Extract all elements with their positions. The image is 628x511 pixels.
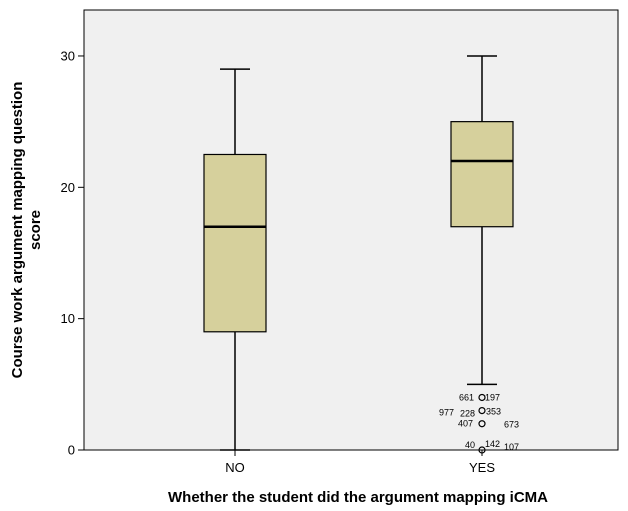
y-axis-title-line: Course work argument mapping question	[9, 82, 26, 379]
y-tick-label: 20	[61, 180, 75, 195]
x-tick-label: NO	[225, 460, 245, 475]
x-tick-label: YES	[469, 460, 495, 475]
outlier-label: 407	[458, 419, 473, 429]
outlier-point	[478, 446, 486, 454]
x-axis-title: Whether the student did the argument map…	[168, 489, 548, 506]
outlier-point	[478, 420, 486, 428]
outlier-label: 197	[485, 392, 500, 402]
outlier-label: 673	[504, 420, 519, 430]
outlier-label: 142	[485, 439, 500, 449]
y-tick-label: 10	[61, 311, 75, 326]
iqr-box	[450, 121, 514, 228]
outlier-label: 40	[465, 440, 475, 450]
outlier-point	[478, 393, 486, 402]
outlier-label: 661	[459, 392, 474, 402]
y-axis-title: Course work argument mapping questionsco…	[9, 82, 44, 379]
x-axis: NO YES	[225, 450, 495, 475]
iqr-box	[203, 153, 267, 333]
outlier-label: 977	[439, 408, 454, 418]
y-tick-label: 30	[61, 48, 75, 63]
plot-area	[83, 9, 619, 451]
outlier-label: 228	[460, 409, 475, 419]
outlier-point	[478, 406, 486, 415]
outlier-label: 107	[504, 442, 519, 452]
y-axis-title-line: score	[27, 210, 44, 250]
boxes: 661 197 977 228 353 407 673 40 142 107	[203, 55, 519, 454]
y-axis: 0 10 20 30	[61, 48, 84, 458]
y-tick-label: 0	[68, 443, 75, 458]
box-no	[203, 68, 267, 451]
box-yes: 661 197 977 228 353 407 673 40 142 107	[439, 55, 519, 454]
outlier-label: 353	[486, 407, 501, 417]
